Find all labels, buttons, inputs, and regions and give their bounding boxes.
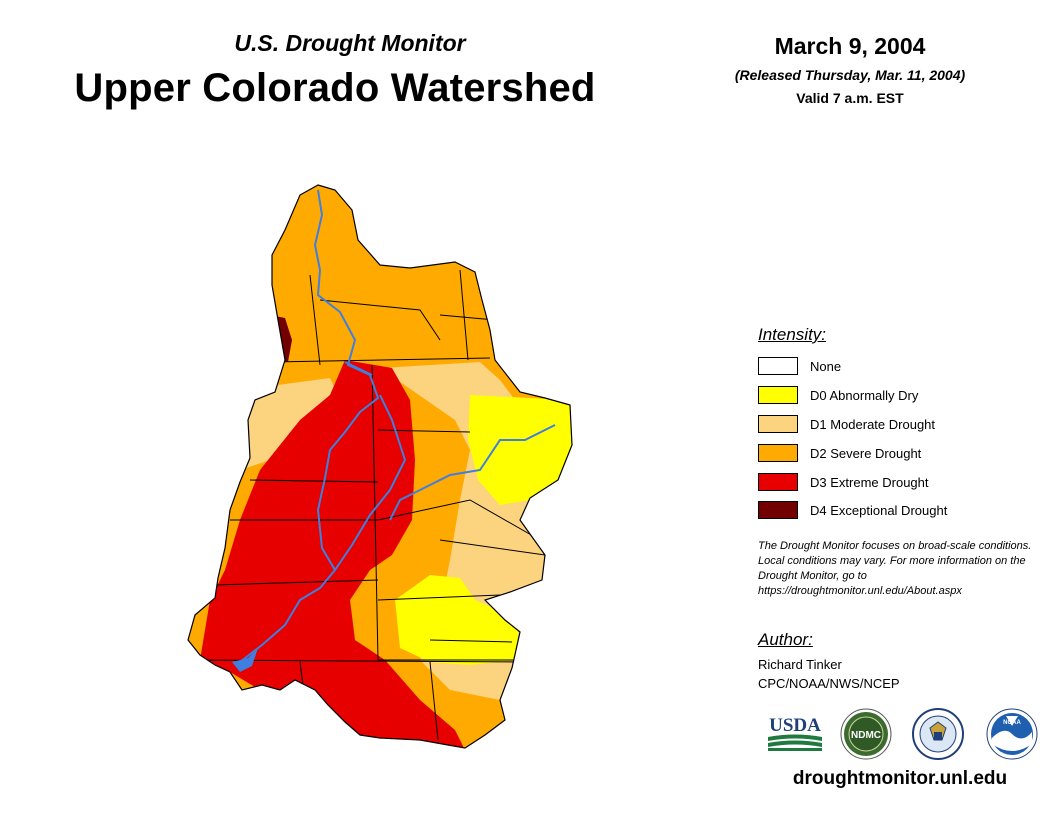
legend-swatch-d1 bbox=[758, 415, 798, 433]
valid-time: Valid 7 a.m. EST bbox=[796, 90, 904, 106]
usda-logo-text: USDA bbox=[769, 715, 821, 736]
legend-label-d0: D0 Abnormally Dry bbox=[810, 387, 919, 403]
legend-label-none: None bbox=[810, 358, 842, 374]
legend-swatch-d3 bbox=[758, 473, 798, 491]
legend-title: Intensity: bbox=[758, 325, 827, 344]
legend-swatch-none bbox=[758, 357, 798, 375]
legend-item-d1: D1 Moderate Drought bbox=[758, 414, 935, 434]
lake-powell-reservoir bbox=[232, 648, 258, 672]
legend-label-d2: D2 Severe Drought bbox=[810, 445, 922, 461]
commerce-seal-icon bbox=[912, 708, 964, 760]
legend-swatch-d4 bbox=[758, 501, 798, 519]
legend-label-d1: D1 Moderate Drought bbox=[810, 416, 936, 432]
legend-item-none: None bbox=[758, 356, 841, 376]
legend-label-d3: D3 Extreme Drought bbox=[810, 474, 929, 490]
map-subtitle: U.S. Drought Monitor bbox=[234, 30, 466, 56]
map-date: March 9, 2004 bbox=[774, 33, 926, 59]
drought-map bbox=[187, 184, 573, 749]
noaa-logo-icon: NOAA bbox=[986, 708, 1038, 760]
release-date: (Released Thursday, Mar. 11, 2004) bbox=[734, 67, 966, 83]
author-organization: CPC/NOAA/NWS/NCEP bbox=[758, 676, 900, 691]
disclaimer-note: The Drought Monitor focuses on broad-sca… bbox=[758, 540, 1032, 597]
d0-southeast-region bbox=[395, 575, 520, 665]
d0-northeast-region bbox=[468, 395, 572, 505]
legend-swatch-d2 bbox=[758, 444, 798, 462]
ndmc-logo-icon: NDMC bbox=[840, 708, 892, 760]
watershed-boundary bbox=[187, 184, 573, 749]
legend-item-d4: D4 Exceptional Drought bbox=[758, 500, 947, 520]
d1-west-region bbox=[240, 378, 340, 470]
river-network bbox=[239, 189, 556, 663]
legend-item-d0: D0 Abnormally Dry bbox=[758, 385, 918, 405]
author-heading: Author: bbox=[758, 630, 813, 649]
noaa-logo-text: NOAA bbox=[1003, 720, 1021, 726]
website-url[interactable]: droughtmonitor.unl.edu bbox=[792, 768, 1008, 789]
ndmc-logo-text: NDMC bbox=[851, 730, 881, 741]
legend-item-d3: D3 Extreme Drought bbox=[758, 472, 929, 492]
legend-swatch-d0 bbox=[758, 386, 798, 404]
legend-label-d4: D4 Exceptional Drought bbox=[810, 502, 948, 518]
map-title: Upper Colorado Watershed bbox=[74, 66, 596, 110]
legend-item-d2: D2 Severe Drought bbox=[758, 443, 921, 463]
usda-logo-icon: USDA bbox=[768, 715, 822, 751]
author-name: Richard Tinker bbox=[758, 657, 842, 672]
